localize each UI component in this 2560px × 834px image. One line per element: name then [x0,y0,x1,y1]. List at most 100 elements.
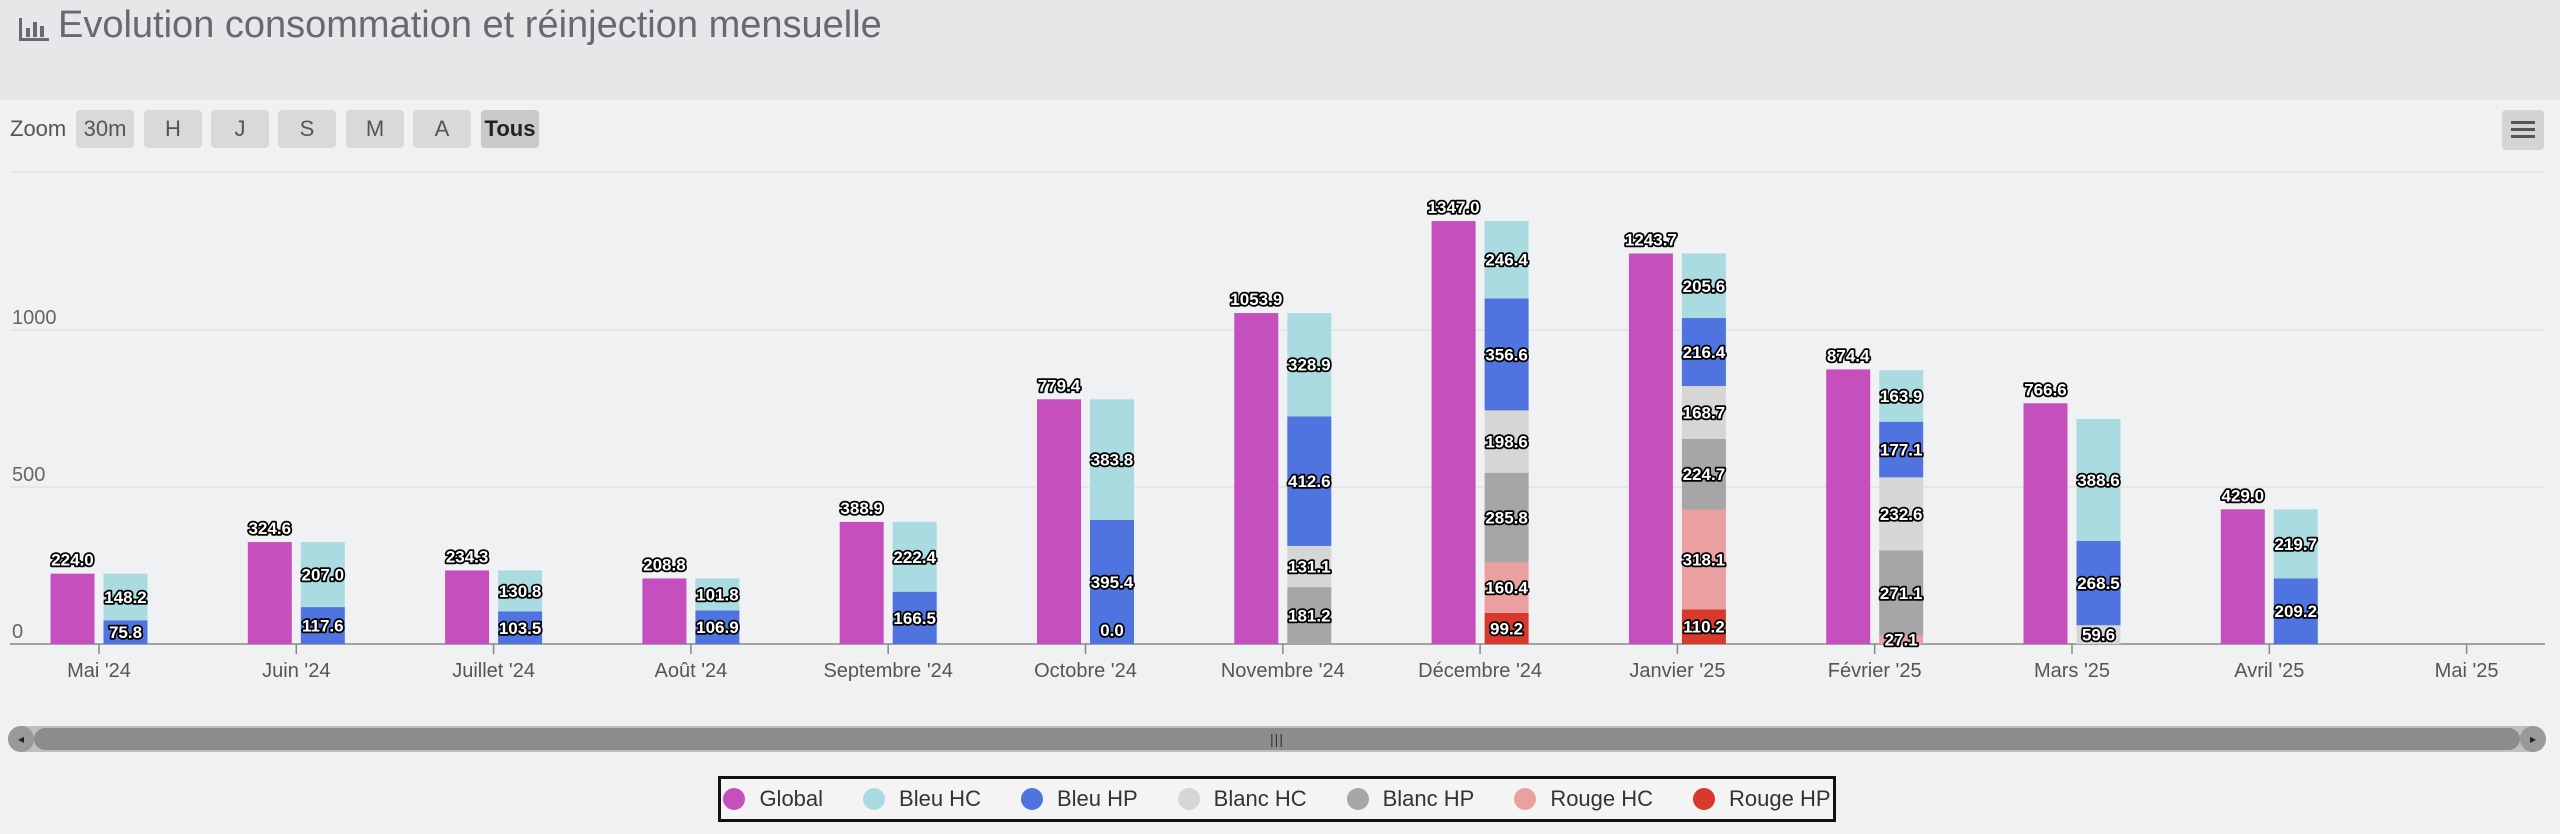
data-label-segment: 328.9 [1288,356,1331,375]
legend-dot [1020,788,1043,810]
bar-global [642,578,687,644]
bar-chart-icon [19,18,49,41]
legend-item-blanc-hc[interactable]: Blanc HC [1177,786,1307,812]
chart-title: Evolution consommation et réinjection me… [58,4,882,46]
data-label-global: 766.6 [2024,380,2067,399]
legend-dot [1514,788,1537,810]
legend-label: Rouge HP [1729,786,1831,811]
zoom-label: Zoom [10,116,67,141]
data-label-segment: 59.6 [2082,626,2115,645]
bar-global [839,521,884,644]
bar-segment-bleu-hp [498,611,543,644]
bar-segment-bleu-hp [1879,421,1924,478]
bar-segment-blanc-hc [2076,625,2121,644]
bar-segment-blanc-hc [1287,545,1332,588]
zoom-button-day[interactable]: J [211,110,269,148]
legend-item-rouge-hc[interactable]: Rouge HC [1514,786,1653,812]
data-label-segment: 388.6 [2077,471,2120,490]
data-label-global: 388.9 [840,499,883,518]
bar-global [50,573,95,644]
bar-segment-rouge-hc [1484,562,1529,613]
data-label-segment: 160.4 [1485,579,1528,598]
x-tick-label: Mai '25 [2435,660,2499,682]
x-tick-label: Juin '24 [262,660,330,682]
data-label-segment: 130.8 [499,582,542,601]
bar-segment-bleu-hc [1879,370,1924,422]
bar-global [445,570,490,644]
bar-segment-rouge-hp [1484,612,1529,644]
chart-plot-area: 0 500 1000 224.0 75.8 148.2 Mai '24 324.6 117.6 2… [10,171,2545,682]
bar-segment-bleu-hc [1681,253,1726,319]
data-label-segment: 209.2 [2275,602,2318,621]
data-label-segment: 198.6 [1485,433,1528,452]
bar-segment-bleu-hp [1287,416,1332,546]
bar-segment-blanc-hp [1287,587,1332,644]
data-label-segment: 101.8 [696,585,739,604]
hamburger-menu-icon[interactable] [2502,110,2544,150]
legend-item-rouge-hp[interactable]: Rouge HP [1693,786,1831,812]
data-label-segment: 356.6 [1485,345,1528,364]
data-label-global: 429.0 [2222,486,2265,505]
data-label-global: 1347.0 [1428,198,1480,217]
zoom-button-hour[interactable]: H [144,110,202,148]
legend-item-bleu-hp[interactable]: Bleu HP [1020,786,1138,812]
zoom-button-year[interactable]: A [413,110,471,148]
bar-segment-rouge-hc [1681,509,1726,610]
x-tick-label: Novembre '24 [1221,660,1345,682]
legend-item-bleu-hc[interactable]: Bleu HC [863,786,981,812]
data-label-segment: 232.6 [1880,505,1923,524]
zoom-button-month[interactable]: M [346,110,404,148]
bar-segment-bleu-hp [1484,298,1529,411]
data-label-segment: 117.6 [302,617,344,636]
x-tick-label: Janvier '25 [1629,660,1725,682]
bar-segment-bleu-hp [892,591,937,644]
zoom-button-week[interactable]: S [278,110,336,148]
bar-segment-blanc-hc [1681,385,1726,439]
legend-item-blanc-hp[interactable]: Blanc HP [1346,786,1474,812]
bar-segment-rouge-hp [1681,609,1726,644]
bar-global [1431,221,1476,645]
zoom-button-all[interactable]: Tous [481,110,539,148]
bar-segment-bleu-hc [695,578,740,611]
data-label-segment: 268.5 [2077,574,2120,593]
x-tick-label: Décembre '24 [1418,660,1542,682]
data-label-global: 324.6 [249,519,292,538]
data-label-global: 234.3 [446,547,489,566]
data-label-segment: 168.7 [1683,403,1726,422]
data-label-global: 224.0 [51,551,94,570]
navigator-scrollbar-thumb[interactable]: ||| [34,728,2520,750]
data-label-segment: 166.5 [893,609,936,628]
legend-label: Global [759,786,824,811]
bar-global [2220,509,2265,644]
data-label-segment: 110.2 [1683,618,1725,637]
data-label-segment: 224.7 [1683,465,1726,484]
zoom-button-30m[interactable]: 30m [76,110,134,148]
data-label-global: 208.8 [643,555,686,574]
x-tick-label: Octobre '24 [1034,660,1137,682]
x-tick-label: Septembre '24 [823,660,952,682]
data-label-segment: 181.2 [1288,607,1331,626]
bar-global [1234,313,1279,644]
bar-segment-bleu-hp [2076,540,2121,626]
data-label-segment: 246.4 [1485,251,1528,270]
bar-segment-bleu-hc [1484,221,1529,299]
bar-segment-blanc-hp [1484,472,1529,563]
bar-segment-bleu-hc [1287,313,1332,417]
arrow-left-icon[interactable]: ◂ [8,726,34,752]
x-tick-label: Février '25 [1828,660,1922,682]
data-label-segment: 285.8 [1485,509,1528,528]
bar-segment-bleu-hp [300,607,345,644]
bar-segment-bleu-hp [2273,578,2318,644]
data-label-segment: 205.6 [1683,277,1726,296]
bar-segment-blanc-hp [1879,550,1924,636]
bar-segment-bleu-hc [2273,509,2318,579]
bar-segment-rouge-hc [1879,635,1924,644]
bar-segment-blanc-hc [1484,410,1529,473]
legend-dot [1693,788,1716,810]
arrow-right-icon[interactable]: ▸ [2520,726,2546,752]
data-label-segment: 106.9 [696,618,739,637]
x-tick-label: Mars '25 [2034,660,2110,682]
data-label-segment: 383.8 [1091,451,1134,470]
bar-segment-bleu-hp [695,610,740,644]
legend-item-global[interactable]: Global [723,786,823,812]
